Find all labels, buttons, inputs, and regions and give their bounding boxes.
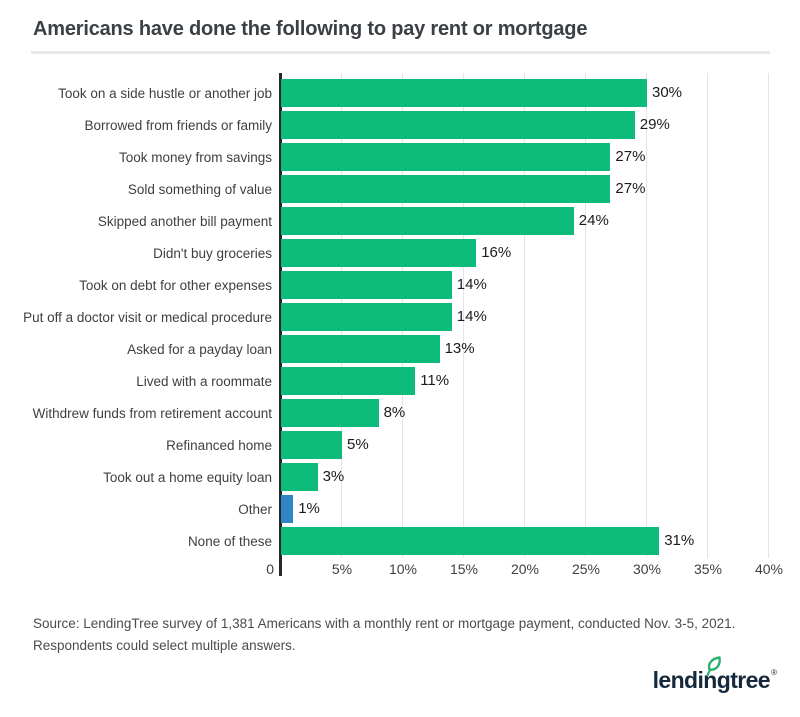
bar [281, 431, 342, 459]
bar-value: 8% [383, 404, 406, 421]
row-label: Took out a home equity loan [103, 469, 272, 485]
bar-track: 11% [281, 367, 800, 395]
x-tick: 15% [449, 561, 479, 577]
bar-value: 14% [456, 276, 487, 293]
bar-value: 5% [347, 436, 369, 453]
bar-value: 24% [578, 212, 609, 229]
bar-chart: Took on a side hustle or another job 30% B… [0, 73, 800, 580]
x-tick: 40% [754, 561, 784, 577]
row-label: Lived with a roommate [136, 373, 272, 389]
x-tick: 5% [331, 561, 353, 577]
x-tick: 35% [693, 561, 723, 577]
y-axis-line [279, 73, 282, 576]
bar-track: 1% [281, 495, 800, 523]
lendingtree-logo: lendingtree ® [652, 656, 777, 701]
bar [281, 175, 611, 203]
source-note: Source: LendingTree survey of 1,381 Amer… [33, 613, 770, 657]
bar [281, 271, 452, 299]
chart-row: Lived with a roommate 11% [0, 365, 800, 397]
bar-value: 27% [615, 148, 646, 165]
bar [281, 111, 635, 139]
chart-row: Withdrew funds from retirement account 8% [0, 397, 800, 429]
bar-value: 29% [639, 116, 670, 133]
row-label: Skipped another bill payment [97, 213, 272, 229]
bar [281, 335, 440, 363]
x-axis: 0 5% 10% 15% 20% 25% 30% 35% 40% [0, 558, 800, 580]
chart-row: Asked for a payday loan 13% [0, 333, 800, 365]
chart-title: Americans have done the following to pay… [33, 18, 588, 40]
bar-track: 27% [281, 175, 800, 203]
bar-track: 14% [281, 303, 800, 331]
bar-track: 24% [281, 207, 800, 235]
logo-text: lendingtree [652, 667, 771, 693]
bar-track: 29% [281, 111, 800, 139]
row-label: Withdrew funds from retirement account [32, 405, 272, 421]
x-tick: 0 [266, 561, 274, 577]
chart-row: Skipped another bill payment 24% [0, 205, 800, 237]
bar [281, 495, 294, 523]
bar-value: 27% [615, 180, 646, 197]
registered-mark: ® [771, 668, 777, 677]
chart-row: Took out a home equity loan 3% [0, 461, 800, 493]
chart-row: Sold something of value 27% [0, 173, 800, 205]
chart-row: Other 1% [0, 493, 800, 525]
title-divider [31, 51, 770, 54]
row-label: Refinanced home [166, 437, 272, 453]
chart-row: Borrowed from friends or family 29% [0, 109, 800, 141]
row-label: None of these [187, 533, 272, 549]
row-label: Took on debt for other expenses [79, 277, 272, 293]
bar [281, 367, 416, 395]
row-label: Sold something of value [127, 181, 272, 197]
bar [281, 399, 379, 427]
row-label: Other [238, 501, 272, 517]
chart-row: Took money from savings 27% [0, 141, 800, 173]
bar-value: 3% [322, 468, 345, 485]
bar [281, 143, 611, 171]
bar-track: 16% [281, 239, 800, 267]
chart-row: Took on debt for other expenses 14% [0, 269, 800, 301]
bar-value: 11% [420, 372, 450, 389]
chart-row: Took on a side hustle or another job 30% [0, 77, 800, 109]
bar-value: 16% [481, 244, 512, 261]
bar-value: 31% [664, 532, 695, 549]
row-label: Asked for a payday loan [127, 341, 272, 357]
bar-track: 14% [281, 271, 800, 299]
row-label: Borrowed from friends or family [84, 117, 272, 133]
x-tick: 10% [388, 561, 418, 577]
bar-track: 8% [281, 399, 800, 427]
x-tick: 25% [571, 561, 601, 577]
leaf-icon [706, 656, 721, 676]
bar [281, 207, 574, 235]
row-label: Didn't buy groceries [153, 245, 272, 261]
bar-track: 27% [281, 143, 800, 171]
source-line-2: Respondents could select multiple answer… [33, 638, 296, 653]
chart-row: Didn't buy groceries 16% [0, 237, 800, 269]
x-tick: 30% [632, 561, 662, 577]
bar-track: 30% [281, 79, 800, 107]
bar-value: 30% [652, 84, 683, 101]
bar-value: 14% [456, 308, 487, 325]
bar [281, 463, 318, 491]
plot-rows: Took on a side hustle or another job 30% B… [0, 73, 800, 557]
chart-row: Refinanced home 5% [0, 429, 800, 461]
chart-row: None of these 31% [0, 525, 800, 557]
bar-track: 5% [281, 431, 800, 459]
bar-track: 3% [281, 463, 800, 491]
x-tick: 20% [510, 561, 540, 577]
chart-row: Put off a doctor visit or medical proced… [0, 301, 800, 333]
bar [281, 79, 647, 107]
row-label: Put off a doctor visit or medical proced… [23, 309, 272, 325]
row-label: Took on a side hustle or another job [58, 85, 272, 101]
bar-value: 13% [444, 340, 475, 357]
bar-track: 31% [281, 527, 800, 555]
bar [281, 239, 477, 267]
bar [281, 527, 660, 555]
bar-track: 13% [281, 335, 800, 363]
bar [281, 303, 452, 331]
row-label: Took money from savings [118, 149, 272, 165]
bar-value: 1% [298, 500, 320, 517]
source-line-1: Source: LendingTree survey of 1,381 Amer… [33, 616, 736, 631]
